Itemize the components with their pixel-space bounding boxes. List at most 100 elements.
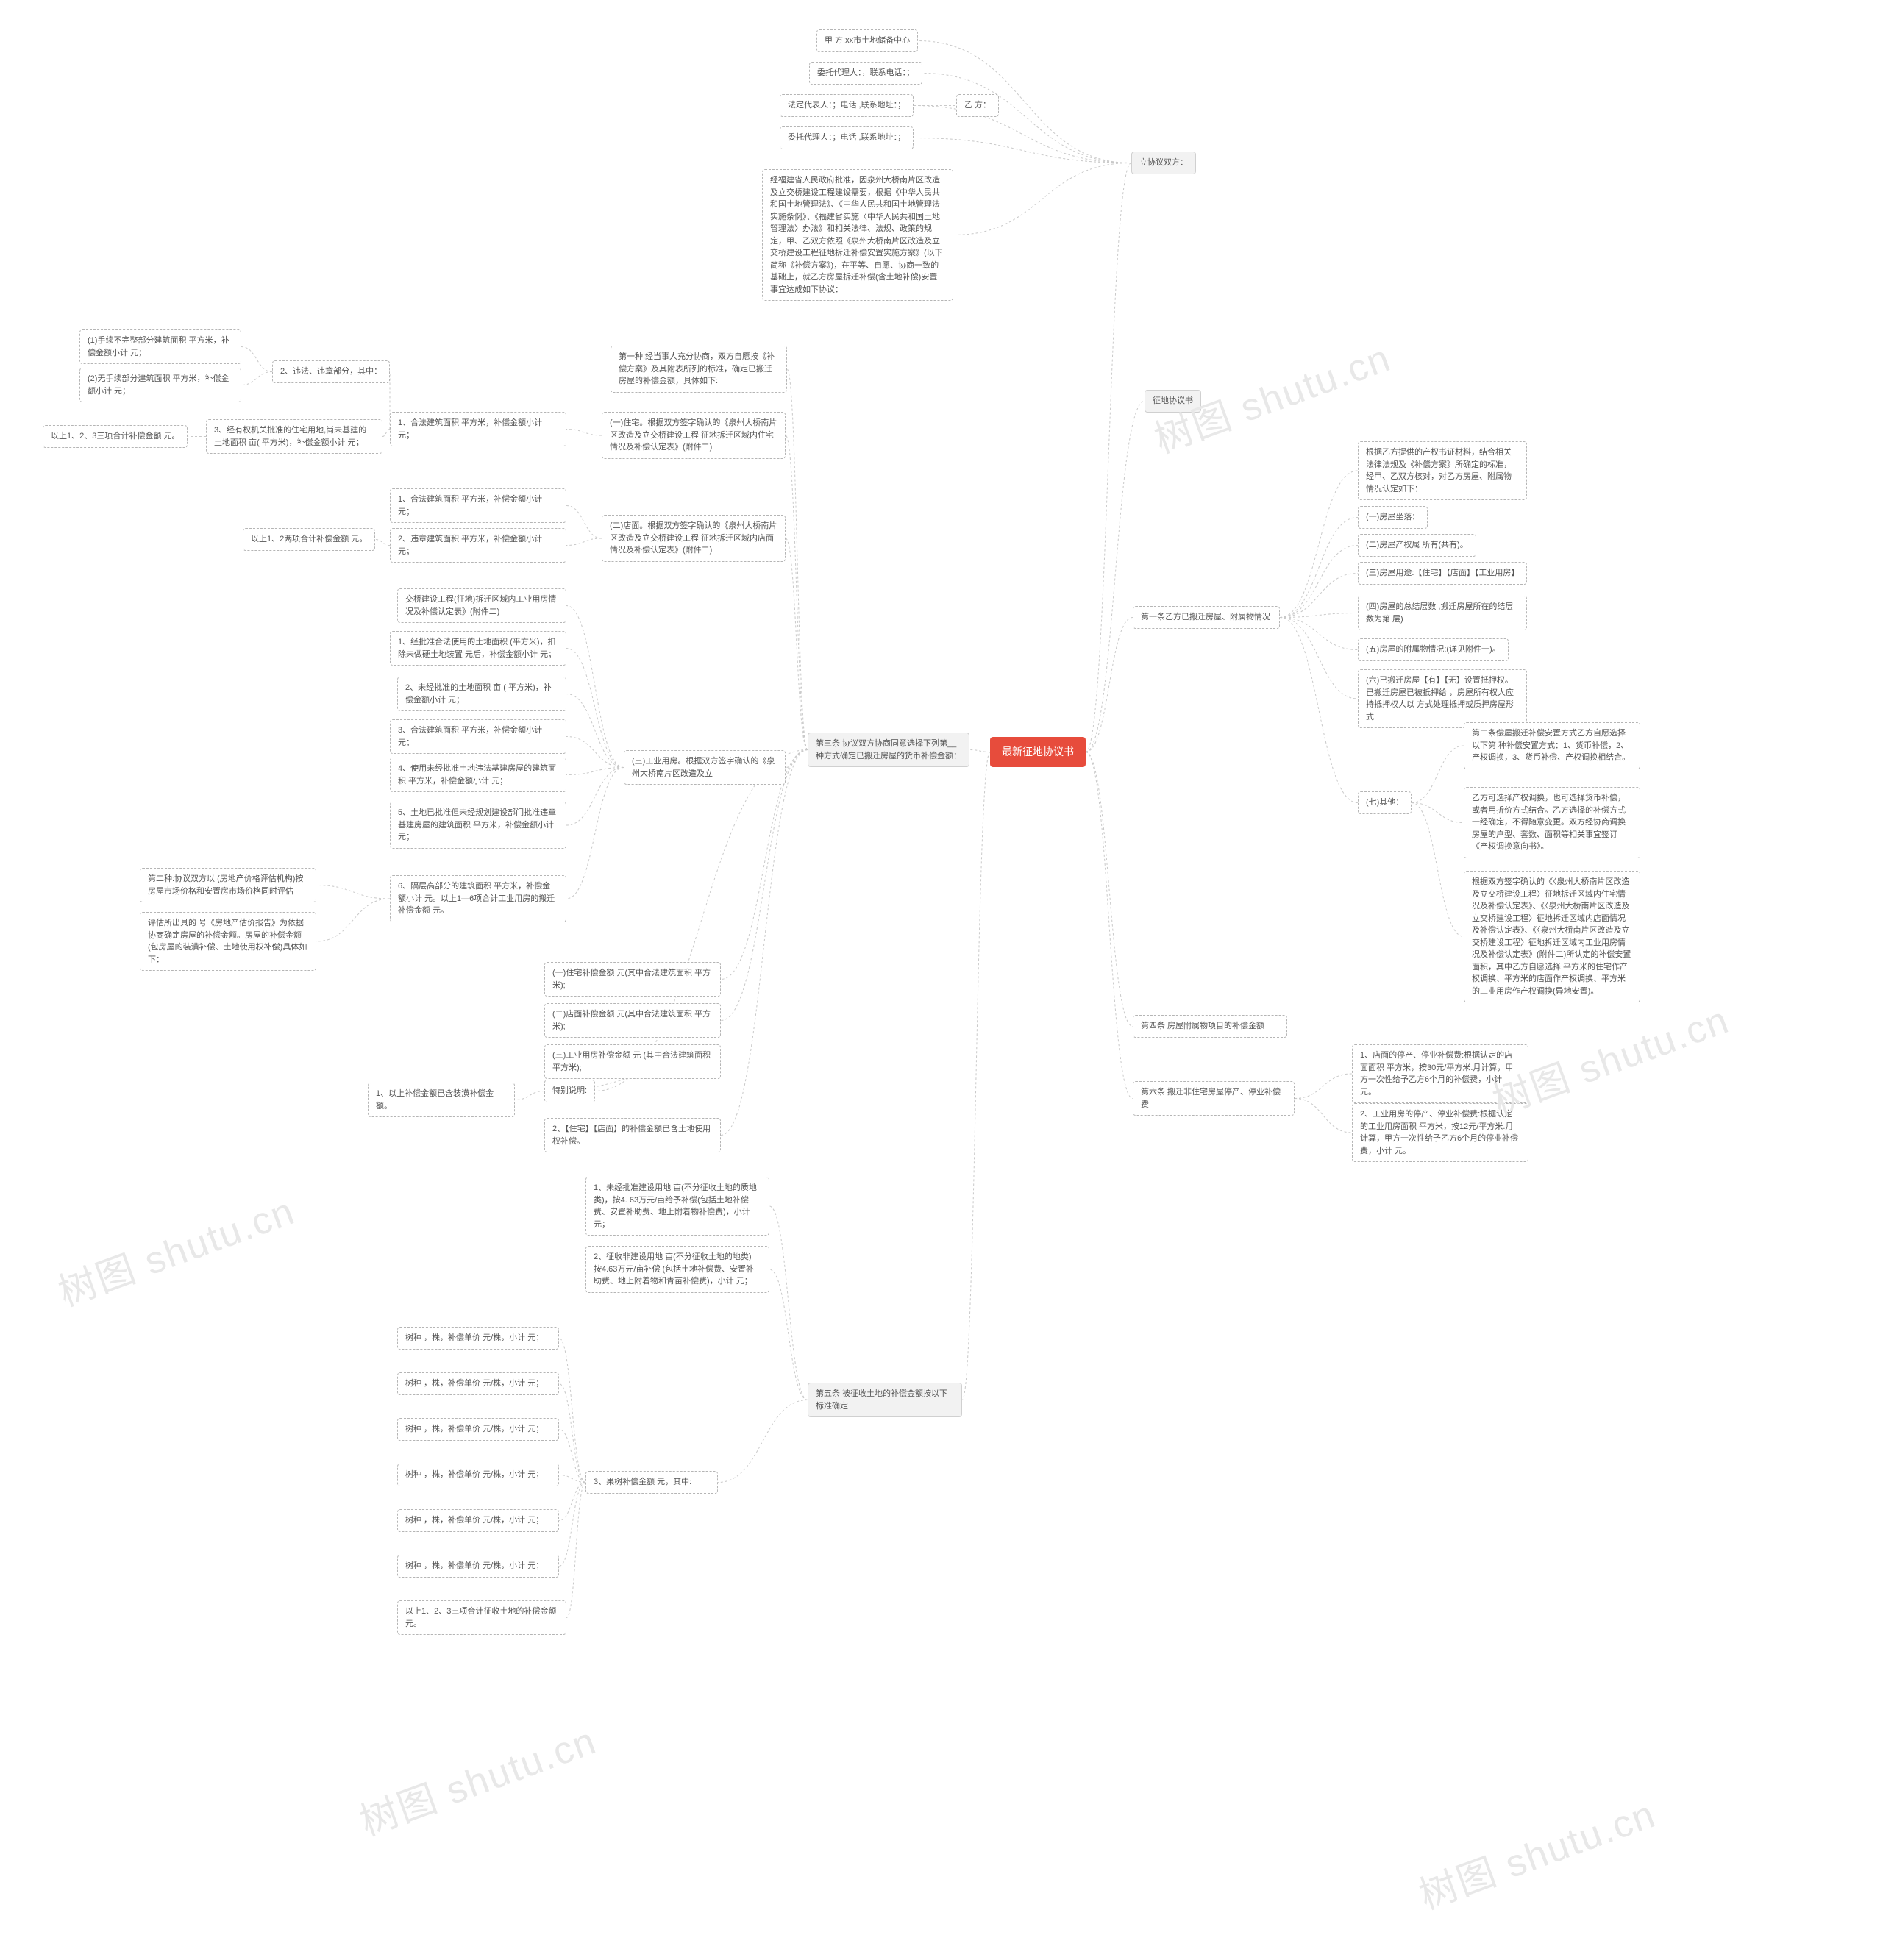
mindmap-node[interactable]: 3、合法建筑面积 平方米，补偿金额小计 元；	[390, 719, 566, 754]
node-label: 树种 ，株，补偿单价 元/株，小计 元；	[405, 1516, 544, 1525]
mindmap-node[interactable]: (四)房屋的总结层数 ,搬迁房屋所在的结层数为第 层)	[1358, 596, 1527, 630]
node-label: (三)工业用房补偿金额 元 (其中合法建筑面积 平方米);	[552, 1051, 711, 1072]
mindmap-node[interactable]: 立协议双方：	[1131, 152, 1196, 174]
mindmap-node[interactable]: 1、合法建筑面积 平方米，补偿金额小计 元；	[390, 412, 566, 446]
mindmap-node[interactable]: (二)房屋产权属 所有(共有)。	[1358, 534, 1476, 557]
node-label: 3、合法建筑面积 平方米，补偿金额小计 元；	[398, 726, 542, 747]
mindmap-node[interactable]: 第六条 搬迁非住宅房屋停产、停业补偿费	[1133, 1081, 1295, 1116]
mindmap-node[interactable]: 树种 ，株，补偿单价 元/株，小计 元；	[397, 1327, 559, 1350]
node-label: 2、违章建筑面积 平方米，补偿金额小计 元；	[398, 535, 542, 556]
mindmap-node[interactable]: 以上1、2、3三项合计补偿金额 元。	[43, 425, 188, 448]
mindmap-node[interactable]: (三)房屋用途:【住宅】【店面】【工业用房】	[1358, 562, 1527, 585]
mindmap-node[interactable]: 以上1、2两项合计补偿金额 元。	[243, 528, 375, 551]
mindmap-node[interactable]: 甲 方:xx市土地储备中心	[816, 29, 918, 52]
mindmap-node[interactable]: 第四条 房屋附属物项目的补偿金额	[1133, 1015, 1287, 1038]
mindmap-node[interactable]: (二)店面。根据双方签字确认的《泉州大桥南片区改造及立交桥建设工程 征地拆迁区域…	[602, 515, 786, 562]
node-label: (七)其他：	[1366, 798, 1403, 807]
mindmap-node[interactable]: 委托代理人：；电话 ,联系地址：；	[780, 126, 914, 149]
node-label: 立协议双方：	[1139, 158, 1188, 167]
mindmap-node[interactable]: 2、违章建筑面积 平方米，补偿金额小计 元；	[390, 528, 566, 563]
mindmap-node[interactable]: 第一种:经当事人充分协商，双方自愿按《补偿方案》及其附表所列的标准，确定已搬迁房…	[611, 346, 787, 393]
node-label: 以上1、2两项合计补偿金额 元。	[251, 535, 367, 544]
mindmap-node[interactable]: 第二条偿屋搬迁补偿安置方式乙方自愿选择以下第 种补偿安置方式：1、货币补偿，2、…	[1464, 722, 1640, 769]
node-label: 1、合法建筑面积 平方米，补偿金额小计 元；	[398, 418, 542, 440]
mindmap-node[interactable]: 第五条 被征收土地的补偿金额按以下标准确定	[808, 1383, 962, 1417]
node-label: 委托代理人：，联系电话：；	[817, 68, 914, 77]
node-label: 树种 ，株，补偿单价 元/株，小计 元；	[405, 1379, 544, 1388]
node-label: (二)店面。根据双方签字确认的《泉州大桥南片区改造及立交桥建设工程 征地拆迁区域…	[610, 521, 777, 555]
mindmap-node[interactable]: 5、土地已批准但未经规划建设部门批准违章基建房屋的建筑面积 平方米，补偿金额小计…	[390, 802, 566, 849]
mindmap-node[interactable]: 2、【住宅】【店面】的补偿金额已含土地使用权补偿。	[544, 1118, 721, 1152]
node-label: 评估所出具的 号《房地产估价报告》为依据协商确定房屋的补偿金额。房屋的补偿金额(…	[148, 919, 307, 964]
mindmap-node[interactable]: 1、以上补偿金额已含装潢补偿金额。	[368, 1083, 515, 1117]
mindmap-node[interactable]: 树种 ，株，补偿单价 元/株，小计 元；	[397, 1372, 559, 1395]
mindmap-node[interactable]: 法定代表人：；电话 ,联系地址：；	[780, 94, 914, 117]
node-label: (一)住宅补偿金额 元(其中合法建筑面积 平方米);	[552, 969, 711, 990]
mindmap-node[interactable]: (1)手续不完整部分建筑面积 平方米，补偿金额小计 元；	[79, 329, 241, 364]
node-label: (2)无手续部分建筑面积 平方米，补偿金额小计 元；	[88, 374, 229, 396]
mindmap-node[interactable]: 交桥建设工程(征地)拆迁区域内工业用房情况及补偿认定表》(附件二)	[397, 588, 566, 623]
mindmap-node[interactable]: 6、隔层高部分的建筑面积 平方米，补偿金额小计 元。以上1—6项合计工业用房的搬…	[390, 875, 566, 922]
mindmap-node[interactable]: 1、店面的停产、停业补偿费:根据认定的店面面积 平方米，按30元/平方米.月计算…	[1352, 1044, 1528, 1103]
mindmap-node[interactable]: 2、征收非建设用地 亩(不分征收土地的地类) 按4.63万元/亩补偿 (包括土地…	[585, 1246, 769, 1293]
mindmap-node[interactable]: (一)住宅补偿金额 元(其中合法建筑面积 平方米);	[544, 962, 721, 997]
node-label: (六)已搬迁房屋【有】【无】设置抵押权。已搬迁房屋已被抵押给 ，房屋所有权人应持…	[1366, 676, 1514, 721]
mindmap-node[interactable]: (一)住宅。根据双方签字确认的《泉州大桥南片区改造及立交桥建设工程 征地拆迁区域…	[602, 412, 786, 459]
mindmap-node[interactable]: 树种 ，株，补偿单价 元/株，小计 元；	[397, 1418, 559, 1441]
mindmap-node[interactable]: (一)房屋坐落：	[1358, 506, 1428, 529]
node-label: 2、征收非建设用地 亩(不分征收土地的地类) 按4.63万元/亩补偿 (包括土地…	[594, 1252, 754, 1286]
mindmap-canvas: 最新征地协议书 立协议双方： 甲 方:xx市土地储备中心委托代理人：，联系电话：； 法…	[0, 0, 1883, 1960]
node-label: 2、未经批准的土地面积 亩 ( 平方米)，补偿金额小计 元；	[405, 683, 552, 705]
node-label: (四)房屋的总结层数 ,搬迁房屋所在的结层数为第 层)	[1366, 602, 1513, 624]
mindmap-node[interactable]: 2、未经批准的土地面积 亩 ( 平方米)，补偿金额小计 元；	[397, 677, 566, 711]
mindmap-node[interactable]: 根据双方签字确认的《〈泉州大桥南片区改造及立交桥建设工程〉征地拆迁区域内住宅情况…	[1464, 871, 1640, 1002]
mindmap-node[interactable]: (六)已搬迁房屋【有】【无】设置抵押权。已搬迁房屋已被抵押给 ，房屋所有权人应持…	[1358, 669, 1527, 728]
mindmap-node[interactable]: 树种 ，株，补偿单价 元/株，小计 元；	[397, 1555, 559, 1578]
mindmap-node[interactable]: 树种 ，株，补偿单价 元/株，小计 元；	[397, 1509, 559, 1532]
node-label: 第四条 房屋附属物项目的补偿金额	[1141, 1022, 1264, 1030]
node-label: (1)手续不完整部分建筑面积 平方米，补偿金额小计 元；	[88, 336, 229, 357]
mindmap-node[interactable]: 乙 方：	[956, 94, 999, 117]
node-label: 2、【住宅】【店面】的补偿金额已含土地使用权补偿。	[552, 1125, 711, 1146]
mindmap-node[interactable]: (三)工业用房补偿金额 元 (其中合法建筑面积 平方米);	[544, 1044, 721, 1079]
mindmap-node[interactable]: 第二种:协议双方以 (房地产价格评估机构)按房屋市场价格和安置房市场价格同时评估	[140, 868, 316, 902]
mindmap-node[interactable]: (三)工业用房。根据双方签字确认的《泉州大桥南片区改造及立	[624, 750, 786, 785]
node-label: 1、经批准合法使用的土地面积 (平方米)，扣除未做硬土地装置 元后，补偿金额小计…	[398, 638, 556, 659]
node-label: 第二条偿屋搬迁补偿安置方式乙方自愿选择以下第 种补偿安置方式：1、货币补偿，2、…	[1472, 729, 1630, 762]
mindmap-node[interactable]: 4、使用未经批准土地违法基建房屋的建筑面积 平方米，补偿金额小计 元；	[390, 758, 566, 792]
mindmap-node[interactable]: 3、经有权机关批准的住宅用地,尚未基建的土地面积 亩( 平方米)，补偿金额小计 …	[206, 419, 382, 454]
mindmap-node[interactable]: 评估所出具的 号《房地产估价报告》为依据协商确定房屋的补偿金额。房屋的补偿金额(…	[140, 912, 316, 971]
mindmap-node[interactable]: 根据乙方提供的产权书证材料，结合相关法律法规及《补偿方案》所确定的标准，经甲、乙…	[1358, 441, 1527, 500]
node-label: 委托代理人：；电话 ,联系地址：；	[788, 133, 905, 142]
mindmap-node[interactable]: 1、经批准合法使用的土地面积 (平方米)，扣除未做硬土地装置 元后，补偿金额小计…	[390, 631, 566, 666]
mindmap-node[interactable]: 1、合法建筑面积 平方米，补偿金额小计 元；	[390, 488, 566, 523]
root-node[interactable]: 最新征地协议书	[990, 737, 1086, 767]
node-label: (一)房屋坐落：	[1366, 513, 1420, 521]
node-label: 5、土地已批准但未经规划建设部门批准违章基建房屋的建筑面积 平方米，补偿金额小计…	[398, 808, 556, 841]
mindmap-node[interactable]: 树种 ，株，补偿单价 元/株，小计 元；	[397, 1464, 559, 1486]
mindmap-node[interactable]: 3、果树补偿金额 元，其中:	[585, 1471, 718, 1494]
mindmap-node[interactable]: (二)店面补偿金额 元(其中合法建筑面积 平方米);	[544, 1003, 721, 1038]
mindmap-node[interactable]: (五)房屋的附属物情况:(详见附件一)。	[1358, 638, 1509, 661]
mindmap-node[interactable]: 第一条乙方已搬迁房屋、附属物情况	[1133, 606, 1280, 629]
mindmap-node[interactable]: 委托代理人：，联系电话：；	[809, 62, 922, 85]
mindmap-node[interactable]: 乙方可选择产权调换，也可选择货币补偿，或者用折价方式结合。乙方选择的补偿方式一经…	[1464, 787, 1640, 858]
node-label: 最新征地协议书	[1002, 746, 1074, 758]
mindmap-node[interactable]: 1、未经批准建设用地 亩(不分征收土地的质地类)，按4. 63万元/亩给予补偿(…	[585, 1177, 769, 1236]
mindmap-node[interactable]: (七)其他：	[1358, 791, 1412, 814]
mindmap-node[interactable]: 特别说明:	[544, 1080, 595, 1102]
mindmap-node[interactable]: 以上1、2、3三项合计征收土地的补偿金额 元。	[397, 1600, 566, 1635]
node-label: 树种 ，株，补偿单价 元/株，小计 元；	[405, 1333, 544, 1342]
node-label: (三)房屋用途:【住宅】【店面】【工业用房】	[1366, 569, 1519, 577]
watermark: 树图 shutu.cn	[351, 1710, 602, 1847]
mindmap-node[interactable]: 征地协议书	[1145, 390, 1201, 413]
mindmap-node[interactable]: 2、工业用房的停产、停业补偿费:根据认定的工业用房面积 平方米，按12元/平方米…	[1352, 1103, 1528, 1162]
node-label: 特别说明:	[552, 1086, 587, 1095]
node-label: 根据乙方提供的产权书证材料，结合相关法律法规及《补偿方案》所确定的标准，经甲、乙…	[1366, 448, 1512, 493]
mindmap-node[interactable]: 2、违法、违章部分，其中：	[272, 360, 390, 383]
node-label: 根据双方签字确认的《〈泉州大桥南片区改造及立交桥建设工程〉征地拆迁区域内住宅情况…	[1472, 877, 1631, 996]
mindmap-node[interactable]: 经福建省人民政府批准，因泉州大桥南片区改造及立交桥建设工程建设需要，根据《中华人…	[762, 169, 953, 301]
mindmap-node[interactable]: (2)无手续部分建筑面积 平方米，补偿金额小计 元；	[79, 368, 241, 402]
node-label: 乙方可选择产权调换，也可选择货币补偿，或者用折价方式结合。乙方选择的补偿方式一经…	[1472, 794, 1626, 851]
mindmap-node[interactable]: 第三条 协议双方协商同意选择下列第__种方式确定已搬迁房屋的货币补偿金额：	[808, 733, 969, 767]
